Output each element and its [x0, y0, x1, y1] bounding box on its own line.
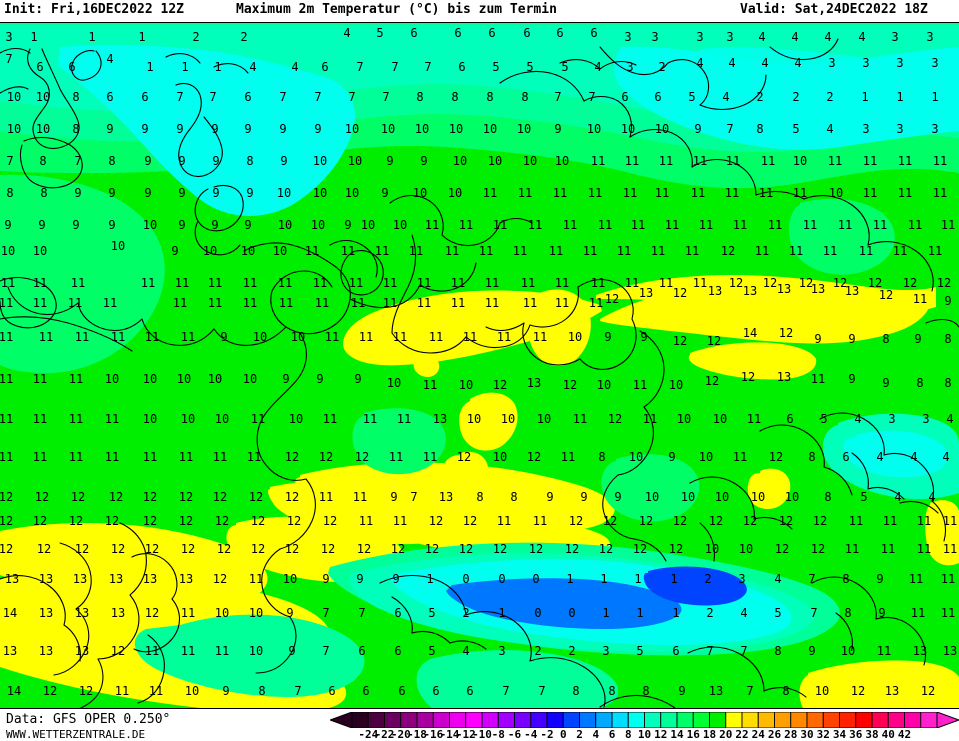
- colorbar-tick: 34: [832, 728, 847, 741]
- colorbar-swatch: [709, 712, 727, 728]
- colorbar-tick: 36: [849, 728, 863, 741]
- data-source-label: Data: GFS OPER 0.250°: [6, 712, 171, 727]
- colorbar-swatch: [497, 712, 515, 728]
- init-time-label: Init: Fri,16DEC2022 12Z: [4, 2, 185, 17]
- colorbar-swatch: [595, 712, 613, 728]
- colorbar-tick: -22: [374, 728, 395, 741]
- colorbar-tick: 24: [751, 728, 765, 741]
- colorbar-swatch: [741, 712, 759, 728]
- colorbar-tick: 0: [559, 728, 567, 741]
- colorbar-swatch: [546, 712, 564, 728]
- colorbar-tick: 8: [624, 728, 632, 741]
- colorbar-swatch: [839, 712, 857, 728]
- colorbar-swatch: [757, 712, 775, 728]
- colorbar-tick: 18: [702, 728, 717, 741]
- colorbar-swatch: [904, 712, 922, 728]
- colorbar-swatch: [579, 712, 597, 728]
- colorbar-swatch: [400, 712, 418, 728]
- colorbar-swatch: [432, 712, 450, 728]
- colorbar-swatch: [481, 712, 499, 728]
- colorbar-tick: 32: [816, 728, 830, 741]
- colorbar-tick: 4: [592, 728, 600, 741]
- colorbar-swatch: [774, 712, 792, 728]
- colorbar-swatch: [611, 712, 629, 728]
- colorbar-swatch: [822, 712, 840, 728]
- colorbar-tick: 2: [576, 728, 583, 741]
- colorbar-tick: -16: [423, 728, 444, 741]
- temperature-colorbar[interactable]: -24 -22 -20 -18 -16 -14 -12 -10 -8 -6 -4 -2 0 2 4 6 8 10 1…: [330, 712, 959, 741]
- colorbar-swatch: [416, 712, 434, 728]
- colorbar-swatch: [384, 712, 402, 728]
- colorbar-tick: 22: [735, 728, 749, 741]
- colorbar-swatch: [514, 712, 532, 728]
- colorbar-tick: -14: [439, 728, 460, 741]
- colorbar-swatch: [920, 712, 938, 728]
- colorbar-swatch: [351, 712, 369, 728]
- colorbar-swatch: [644, 712, 662, 728]
- colorbar-swatch: [367, 712, 385, 728]
- colorbar-tick: 6: [608, 728, 616, 741]
- colorbar-tick: 28: [784, 728, 798, 741]
- colorbar-swatch: [725, 712, 743, 728]
- colorbar-swatch: [660, 712, 678, 728]
- colorbar-tick: 16: [686, 728, 700, 741]
- colorbar-tick: 14: [670, 728, 684, 741]
- colorbar-tick: 38: [865, 728, 879, 741]
- colorbar-tick: -10: [472, 728, 492, 741]
- colorbar-swatch: [627, 712, 645, 728]
- colorbar-tick: -8: [491, 728, 505, 741]
- colorbar-swatch: [887, 712, 905, 728]
- colorbar-swatches: [330, 712, 959, 728]
- colorbar-tick: -6: [507, 728, 522, 741]
- colorbar-swatch: [790, 712, 808, 728]
- colorbar-swatch: [465, 712, 483, 728]
- colorbar-swatch: [855, 712, 873, 728]
- colorbar-swatch: [676, 712, 694, 728]
- colorbar-tick: -2: [540, 728, 554, 741]
- page-title: Maximum 2m Temperatur (°C) bis zum Termi…: [236, 2, 557, 17]
- colorbar-tick: 26: [767, 728, 782, 741]
- colorbar-tick: -18: [407, 728, 427, 741]
- temperature-field-svg: [0, 23, 959, 708]
- colorbar-swatch: [530, 712, 548, 728]
- colorbar-swatch: [692, 712, 710, 728]
- map-header: Init: Fri,16DEC2022 12Z Maximum 2m Tempe…: [0, 0, 959, 22]
- colorbar-tick: -4: [524, 728, 538, 741]
- colorbar-tick: 20: [719, 728, 733, 741]
- colorbar-tick: 10: [637, 728, 652, 741]
- colorbar-tick: 12: [654, 728, 668, 741]
- valid-time-label: Valid: Sat,24DEC2022 18Z: [740, 2, 928, 17]
- colorbar-tick: 42: [897, 728, 912, 741]
- colorbar-tick: -24: [358, 728, 379, 741]
- colorbar-swatch: [806, 712, 824, 728]
- colorbar-swatch: [562, 712, 580, 728]
- colorbar-swatch: [449, 712, 467, 728]
- colorbar-tick: -20: [390, 728, 411, 741]
- website-label: WWW.WETTERZENTRALE.DE: [6, 728, 146, 741]
- colorbar-tick: 30: [800, 728, 814, 741]
- colorbar-swatch: [871, 712, 889, 728]
- colorbar-tick: 40: [881, 728, 895, 741]
- colorbar-tick: -12: [455, 728, 476, 741]
